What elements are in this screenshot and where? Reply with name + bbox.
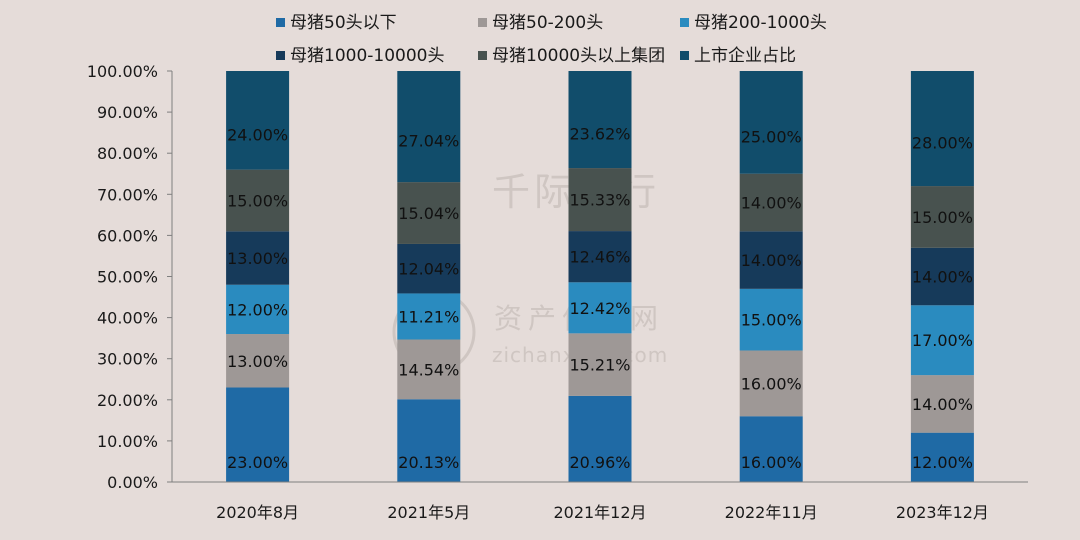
data-label: 15.00% bbox=[912, 208, 973, 227]
y-tick-label: 50.00% bbox=[97, 268, 158, 287]
data-label: 12.00% bbox=[227, 300, 288, 319]
bar-segment bbox=[739, 71, 803, 174]
data-label: 15.00% bbox=[227, 191, 288, 210]
legend-swatch bbox=[680, 18, 689, 27]
bar-segment bbox=[397, 243, 461, 294]
bar-segment bbox=[910, 375, 974, 433]
data-label: 12.04% bbox=[398, 260, 459, 279]
bar-segment bbox=[397, 399, 461, 482]
bar-segment bbox=[739, 288, 803, 351]
data-labels: 23.00% 13.00% 12.00% 13.00% 15.00% 24.00% 20.1… bbox=[227, 125, 973, 472]
bars bbox=[226, 71, 974, 482]
data-label: 15.33% bbox=[569, 191, 630, 210]
bar-segment bbox=[568, 71, 632, 169]
data-label: 24.00% bbox=[227, 125, 288, 144]
data-label: 11.21% bbox=[398, 307, 459, 326]
bar-segment bbox=[397, 293, 461, 340]
y-tick-label: 70.00% bbox=[97, 185, 158, 204]
bar-segment bbox=[910, 432, 974, 482]
data-label: 23.00% bbox=[227, 453, 288, 472]
data-label: 17.00% bbox=[912, 331, 973, 350]
data-label: 15.00% bbox=[741, 311, 802, 330]
data-label: 13.00% bbox=[227, 352, 288, 371]
legend-swatch bbox=[276, 18, 285, 27]
data-label: 28.00% bbox=[912, 134, 973, 153]
legend-label: 母猪50-200头 bbox=[492, 13, 603, 33]
x-tick-label: 2022年11月 bbox=[725, 503, 818, 522]
legend-label: 母猪1000-10000头 bbox=[290, 46, 444, 66]
bar-segment bbox=[226, 231, 290, 285]
bar-segment bbox=[568, 168, 632, 232]
data-label: 16.00% bbox=[741, 374, 802, 393]
bar-segment bbox=[910, 186, 974, 248]
legend-swatch bbox=[276, 51, 285, 60]
bar-segment bbox=[568, 395, 632, 482]
legend-label: 母猪50头以下 bbox=[290, 13, 397, 33]
data-label: 16.00% bbox=[741, 453, 802, 472]
y-tick-label: 10.00% bbox=[97, 432, 158, 451]
legend-label: 母猪10000头以上集团 bbox=[492, 46, 665, 66]
bar-segment bbox=[910, 247, 974, 306]
legend: 母猪50头以下 母猪50-200头 母猪200-1000头母猪1000-10000头… bbox=[276, 13, 827, 66]
x-tick-label: 2023年12月 bbox=[896, 503, 989, 522]
y-tick-label: 100.00% bbox=[87, 62, 158, 81]
data-label: 20.13% bbox=[398, 453, 459, 472]
y-axis: 0.00% 10.00% 20.00% 30.00% 40.00% 50.00% 60.00… bbox=[87, 62, 173, 492]
x-tick-label: 2021年12月 bbox=[553, 503, 646, 522]
y-tick-label: 60.00% bbox=[97, 226, 158, 245]
bar-segment bbox=[739, 231, 803, 289]
bar-segment bbox=[397, 71, 461, 183]
y-tick-label: 80.00% bbox=[97, 144, 158, 163]
data-label: 12.42% bbox=[569, 299, 630, 318]
data-label: 12.00% bbox=[912, 453, 973, 472]
y-tick-label: 20.00% bbox=[97, 391, 158, 410]
data-label: 27.04% bbox=[398, 132, 459, 151]
legend-swatch bbox=[478, 51, 487, 60]
data-label: 23.62% bbox=[569, 125, 630, 144]
x-axis: 2020年8月 2021年5月 2021年12月 2022年11月 2023年12月 bbox=[172, 481, 1028, 522]
data-label: 25.00% bbox=[741, 127, 802, 146]
data-label: 14.00% bbox=[912, 268, 973, 287]
bar-segment bbox=[226, 334, 290, 388]
data-label: 12.46% bbox=[569, 248, 630, 267]
legend-label: 上市企业占比 bbox=[694, 46, 796, 66]
bar-segment bbox=[226, 387, 290, 482]
y-tick-label: 90.00% bbox=[97, 103, 158, 122]
data-label: 15.21% bbox=[569, 356, 630, 375]
data-label: 14.00% bbox=[741, 251, 802, 270]
data-label: 14.54% bbox=[398, 360, 459, 379]
legend-swatch bbox=[478, 18, 487, 27]
bar-segment bbox=[910, 305, 974, 376]
bar-segment bbox=[910, 71, 974, 187]
bar-segment bbox=[226, 284, 290, 335]
y-tick-label: 40.00% bbox=[97, 309, 158, 328]
bar-segment bbox=[568, 282, 632, 334]
data-label: 14.00% bbox=[741, 194, 802, 213]
x-tick-label: 2021年5月 bbox=[387, 503, 470, 522]
data-label: 14.00% bbox=[912, 395, 973, 414]
bar-segment bbox=[739, 350, 803, 417]
bar-segment bbox=[739, 173, 803, 232]
legend-swatch bbox=[680, 51, 689, 60]
data-label: 15.04% bbox=[398, 204, 459, 223]
data-label: 20.96% bbox=[569, 453, 630, 472]
legend-label: 母猪200-1000头 bbox=[694, 13, 827, 33]
y-tick-label: 0.00% bbox=[107, 473, 158, 492]
bar-segment bbox=[226, 169, 290, 232]
bar-segment bbox=[568, 333, 632, 396]
bar-segment bbox=[397, 182, 461, 244]
y-tick-label: 30.00% bbox=[97, 350, 158, 369]
bar-segment bbox=[568, 231, 632, 283]
data-label: 13.00% bbox=[227, 249, 288, 268]
x-tick-label: 2020年8月 bbox=[216, 503, 299, 522]
bar-segment bbox=[739, 416, 803, 482]
bar-segment bbox=[226, 71, 290, 170]
bar-segment bbox=[397, 339, 461, 400]
